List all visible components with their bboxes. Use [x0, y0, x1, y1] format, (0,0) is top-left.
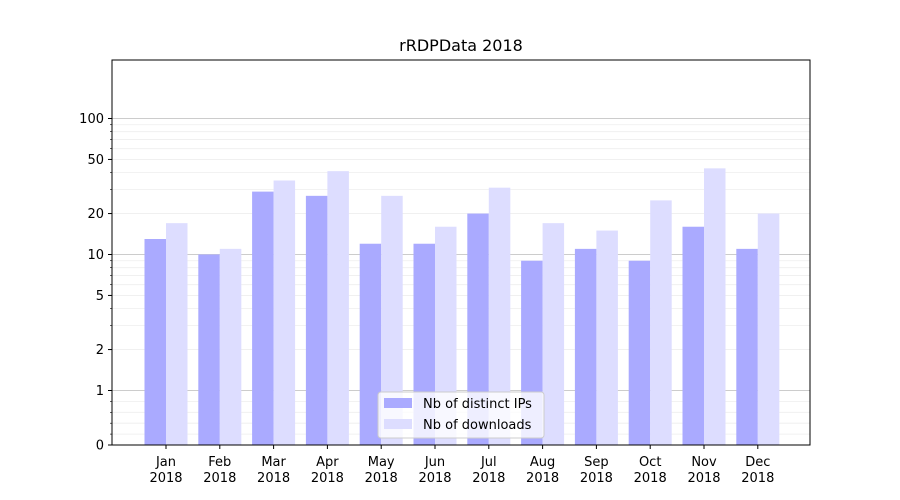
y-tick-label: 2 — [96, 343, 104, 358]
bar-downloads — [327, 171, 349, 446]
x-tick-year: 2018 — [472, 471, 505, 486]
x-tick-year: 2018 — [741, 471, 774, 486]
x-tick-label: Jul 2018 — [472, 455, 505, 486]
x-tick-label: Nov 2018 — [687, 455, 720, 486]
x-tick-year: 2018 — [418, 471, 451, 486]
x-tick-label: Feb 2018 — [203, 455, 236, 486]
y-axis: 0 1 2 5 10 20 50 100 — [79, 112, 112, 454]
x-tick-month: Dec — [745, 455, 770, 470]
x-tick-label: Mar 2018 — [257, 455, 290, 486]
bar-distinct-ips — [144, 239, 166, 445]
bar-downloads — [166, 223, 188, 445]
legend: Nb of distinct IPs Nb of downloads — [377, 391, 545, 439]
bar-distinct-ips — [682, 226, 704, 445]
bar-downloads — [273, 180, 296, 445]
x-tick-month: Sep — [584, 455, 609, 470]
bar-distinct-ips — [198, 254, 220, 445]
bar-distinct-ips — [628, 260, 651, 445]
x-tick-month: Nov — [691, 455, 717, 470]
x-tick-month: Aug — [530, 455, 555, 470]
bar-distinct-ips — [467, 213, 489, 445]
legend-swatch — [384, 419, 412, 429]
x-tick-label: Aug 2018 — [526, 455, 559, 486]
y-tick-label: 10 — [87, 248, 104, 263]
legend-label: Nb of downloads — [423, 418, 532, 433]
x-tick-year: 2018 — [203, 471, 236, 486]
bar-distinct-ips — [305, 195, 328, 445]
y-tick-label: 100 — [79, 112, 104, 127]
y-tick-label: 20 — [87, 207, 104, 222]
bar-distinct-ips — [252, 191, 274, 445]
plot-frame — [111, 59, 811, 446]
x-tick-label: Dec 2018 — [741, 455, 774, 486]
bar-downloads — [542, 223, 565, 445]
y-tick-label: 50 — [87, 153, 104, 168]
x-tick-year: 2018 — [311, 471, 344, 486]
y-tick-label: 1 — [96, 384, 104, 399]
x-tick-label: Oct 2018 — [634, 455, 667, 486]
bar-distinct-ips — [359, 243, 382, 445]
y-tick-label: 0 — [96, 439, 104, 454]
bar-downloads — [596, 230, 618, 445]
bar-downloads — [488, 187, 511, 445]
x-tick-month: Oct — [639, 455, 661, 470]
x-tick-year: 2018 — [526, 471, 559, 486]
bar-downloads — [381, 195, 403, 445]
x-tick-year: 2018 — [580, 471, 613, 486]
x-tick-label: May 2018 — [365, 455, 398, 486]
x-tick-month: May — [368, 455, 395, 470]
x-tick-month: Apr — [316, 455, 339, 470]
legend-label: Nb of distinct IPs — [423, 397, 532, 412]
x-tick-year: 2018 — [257, 471, 290, 486]
bar-downloads — [757, 213, 780, 445]
y-tick-label: 5 — [96, 289, 104, 304]
x-tick-month: Jun — [424, 455, 445, 470]
chart-title: rRDPData 2018 — [399, 36, 523, 55]
x-tick-year: 2018 — [365, 471, 398, 486]
x-tick-year: 2018 — [687, 471, 720, 486]
bar-distinct-ips — [736, 248, 758, 445]
bar-distinct-ips — [574, 248, 597, 445]
x-tick-month: Jul — [480, 455, 497, 470]
x-tick-label: Sep 2018 — [580, 455, 613, 486]
bar-downloads — [704, 168, 726, 445]
x-tick-label: Jan 2018 — [149, 455, 182, 486]
x-tick-month: Jan — [155, 455, 176, 470]
bar-downloads — [219, 248, 242, 445]
x-tick-label: Jun 2018 — [418, 455, 451, 486]
x-tick-month: Mar — [261, 455, 286, 470]
x-tick-label: Apr 2018 — [311, 455, 344, 486]
x-tick-year: 2018 — [634, 471, 667, 486]
bar-downloads — [650, 200, 672, 445]
x-tick-month: Feb — [208, 455, 231, 470]
legend-swatch — [384, 398, 412, 408]
bar-downloads — [435, 226, 457, 445]
x-tick-year: 2018 — [149, 471, 182, 486]
legend-box — [377, 391, 545, 439]
bars — [144, 168, 780, 446]
